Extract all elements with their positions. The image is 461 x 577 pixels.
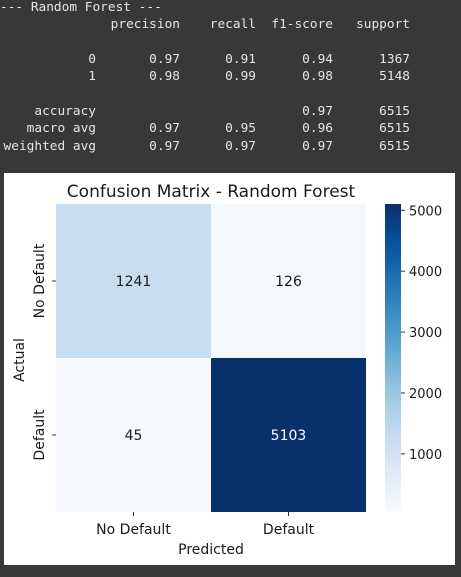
y-tick-label: No Default — [32, 243, 48, 318]
report-column-header: f1-score — [271, 17, 333, 32]
colorbar-tick-label: 1000 — [409, 448, 442, 463]
classification-report: --- Random Forest --- precision recall f1-… — [0, 0, 461, 170]
report-row-label: 1 — [88, 69, 96, 84]
heatmap-cell-value: 1241 — [116, 274, 152, 290]
colorbar-tick-label: 5000 — [409, 204, 442, 219]
report-cell-support: 1367 — [379, 52, 410, 67]
y-tick-label: Default — [32, 409, 48, 461]
report-row-label: 0 — [88, 52, 96, 67]
colorbar-ticks: 1000 2000 3000 4000 5000 — [401, 204, 442, 463]
report-cell-precision: 0.98 — [149, 69, 180, 84]
report-cell-recall: 0.97 — [225, 139, 256, 154]
report-cell-f1: 0.94 — [302, 52, 333, 67]
report-cell-recall: 0.99 — [225, 69, 256, 84]
x-axis-label: Predicted — [178, 542, 244, 558]
heatmap-cell-value: 5103 — [271, 428, 307, 444]
report-row-label: macro avg — [26, 121, 96, 136]
heatmap-cell — [211, 204, 366, 358]
heatmap-cell — [56, 204, 211, 358]
report-column-header: precision — [110, 17, 180, 32]
report-row-label: weighted avg — [3, 139, 96, 154]
colorbar-tick-label: 3000 — [409, 326, 442, 341]
confusion-matrix-figure: Confusion Matrix - Random Forest 1241 126… — [4, 173, 455, 565]
report-cell-support: 6515 — [379, 104, 410, 119]
report-column-header: recall — [209, 17, 256, 32]
report-cell-support: 5148 — [379, 69, 410, 84]
report-cell-f1: 0.97 — [302, 104, 333, 119]
heatmap-axes: No Default Default No Default Default — [32, 243, 315, 538]
report-cell-support: 6515 — [379, 121, 410, 136]
report-cell-precision: 0.97 — [149, 52, 180, 67]
report-cell-precision: 0.97 — [149, 139, 180, 154]
report-cell-f1: 0.97 — [302, 139, 333, 154]
report-row-label: accuracy — [34, 104, 96, 119]
colorbar — [385, 204, 401, 512]
heatmap-cell — [211, 358, 366, 512]
report-column-header: support — [356, 17, 410, 32]
y-axis-label: Actual — [12, 338, 28, 382]
report-cell-recall: 0.91 — [225, 52, 256, 67]
colorbar-tick-label: 2000 — [409, 387, 442, 402]
chart-title: Confusion Matrix - Random Forest — [67, 182, 356, 202]
heatmap-cell-value: 126 — [275, 274, 302, 290]
report-cell-recall: 0.95 — [225, 121, 256, 136]
report-cell-f1: 0.98 — [302, 69, 333, 84]
report-cell-f1: 0.96 — [302, 121, 333, 136]
report-cell-support: 6515 — [379, 139, 410, 154]
heatmap-cells: 1241 126 45 5103 — [56, 204, 366, 512]
report-header-line: --- Random Forest --- — [0, 0, 162, 15]
confusion-matrix-chart: Confusion Matrix - Random Forest 1241 126… — [12, 182, 442, 558]
report-cell-precision: 0.97 — [149, 121, 180, 136]
heatmap-cell-value: 45 — [125, 428, 143, 444]
heatmap-cell — [56, 358, 211, 512]
x-tick-label: Default — [263, 522, 315, 538]
x-tick-label: No Default — [96, 522, 171, 538]
colorbar-tick-label: 4000 — [409, 265, 442, 280]
